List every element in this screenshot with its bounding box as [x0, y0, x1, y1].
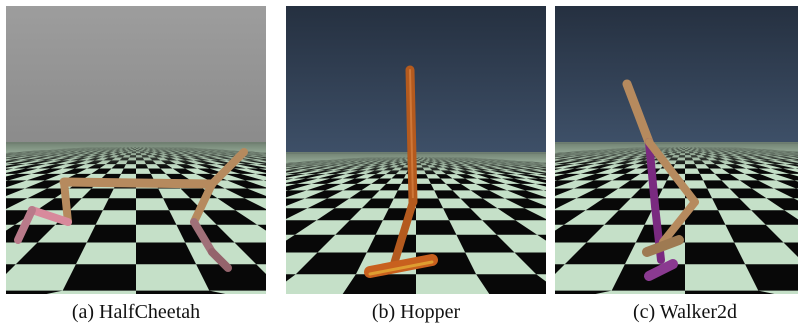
walker2d-image [555, 6, 798, 294]
right-thigh [645, 138, 699, 206]
walker2d-robot [622, 79, 699, 281]
caption-walker2d: (c) Walker2d [632, 301, 738, 323]
caption-hopper: (b) Hopper [371, 301, 461, 323]
front-shin [190, 218, 216, 256]
head [208, 148, 248, 188]
back-foot [14, 206, 36, 244]
foot [364, 254, 438, 278]
sky [286, 6, 546, 154]
thigh-leg [390, 198, 417, 268]
halfcheetah-scene [6, 6, 266, 294]
left-foot [644, 259, 678, 281]
hopper-robot [364, 65, 438, 278]
foot-contact-glow [368, 260, 434, 276]
halfcheetah-image [6, 6, 266, 294]
halfcheetah-robot [14, 148, 248, 272]
front-foot [208, 248, 232, 272]
torso-highlight [409, 69, 414, 203]
back-thigh [60, 178, 72, 226]
front-thigh [190, 180, 216, 226]
torso [622, 79, 654, 147]
walker2d-scene [555, 6, 798, 294]
torso [59, 177, 217, 189]
hopper-image [286, 6, 546, 294]
horizon-haze [555, 142, 798, 168]
hopper-scene [286, 6, 546, 294]
left-thigh [645, 138, 659, 210]
sky [555, 6, 798, 144]
right-foot [642, 235, 684, 257]
sky [6, 6, 266, 144]
back-shin [28, 206, 72, 226]
horizon-haze [6, 142, 266, 168]
right-shin [659, 198, 699, 246]
caption-halfcheetah: (a) HalfCheetah [71, 301, 201, 323]
